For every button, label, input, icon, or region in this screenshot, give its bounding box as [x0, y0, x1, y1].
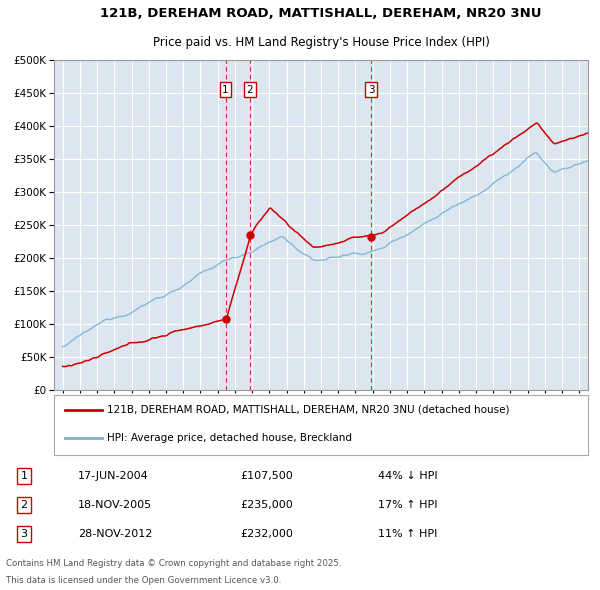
- Text: HPI: Average price, detached house, Breckland: HPI: Average price, detached house, Brec…: [107, 433, 352, 443]
- Text: 2: 2: [247, 85, 253, 95]
- Text: 17-JUN-2004: 17-JUN-2004: [78, 471, 149, 481]
- Text: 44% ↓ HPI: 44% ↓ HPI: [378, 471, 437, 481]
- Text: 11% ↑ HPI: 11% ↑ HPI: [378, 529, 437, 539]
- Text: 121B, DEREHAM ROAD, MATTISHALL, DEREHAM, NR20 3NU: 121B, DEREHAM ROAD, MATTISHALL, DEREHAM,…: [100, 7, 542, 20]
- Text: 18-NOV-2005: 18-NOV-2005: [78, 500, 152, 510]
- Text: Contains HM Land Registry data © Crown copyright and database right 2025.: Contains HM Land Registry data © Crown c…: [6, 559, 341, 569]
- Text: 3: 3: [20, 529, 28, 539]
- Text: £235,000: £235,000: [240, 500, 293, 510]
- Text: 28-NOV-2012: 28-NOV-2012: [78, 529, 152, 539]
- Text: 1: 1: [20, 471, 28, 481]
- Text: 121B, DEREHAM ROAD, MATTISHALL, DEREHAM, NR20 3NU (detached house): 121B, DEREHAM ROAD, MATTISHALL, DEREHAM,…: [107, 405, 510, 415]
- Text: 2: 2: [20, 500, 28, 510]
- Text: Price paid vs. HM Land Registry's House Price Index (HPI): Price paid vs. HM Land Registry's House …: [152, 37, 490, 50]
- Text: This data is licensed under the Open Government Licence v3.0.: This data is licensed under the Open Gov…: [6, 576, 281, 585]
- Text: 1: 1: [222, 85, 229, 95]
- Text: 3: 3: [368, 85, 374, 95]
- Text: 17% ↑ HPI: 17% ↑ HPI: [378, 500, 437, 510]
- Text: £107,500: £107,500: [240, 471, 293, 481]
- Text: £232,000: £232,000: [240, 529, 293, 539]
